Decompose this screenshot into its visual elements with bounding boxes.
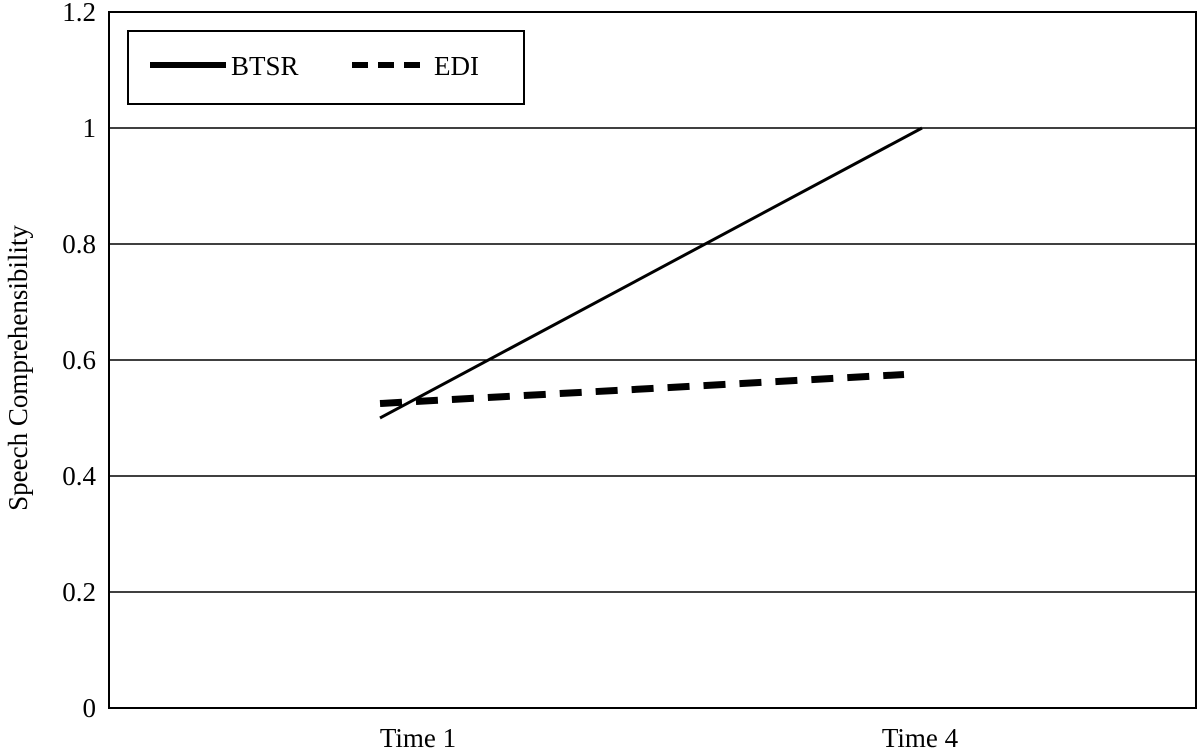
y-tick-label: 0.8 [62,229,96,259]
series-lines [379,126,923,420]
y-tick-label: 0.2 [62,577,96,607]
x-tick-label: Time 4 [882,723,959,753]
y-axis-title: Speech Comprehensibility [3,225,33,511]
legend-label-btsr: BTSR [231,51,299,81]
x-axis-ticks: Time 1 Time 4 [380,723,959,753]
y-tick-label: 1.2 [62,0,96,27]
legend-label-edi: EDI [434,51,479,81]
plot-area-frame [108,11,1197,709]
y-tick-label: 0.6 [62,345,96,375]
y-tick-label: 0.4 [62,461,96,491]
gridlines [109,127,1196,593]
y-axis-ticks: 0 0.2 0.4 0.6 0.8 1 1.2 [62,0,96,723]
series-line-btsr [379,126,923,420]
y-tick-label: 0 [83,693,97,723]
y-tick-label: 1 [83,113,97,143]
legend: BTSR EDI [127,30,525,105]
series-line-edi [379,371,905,407]
x-tick-label: Time 1 [380,723,456,753]
